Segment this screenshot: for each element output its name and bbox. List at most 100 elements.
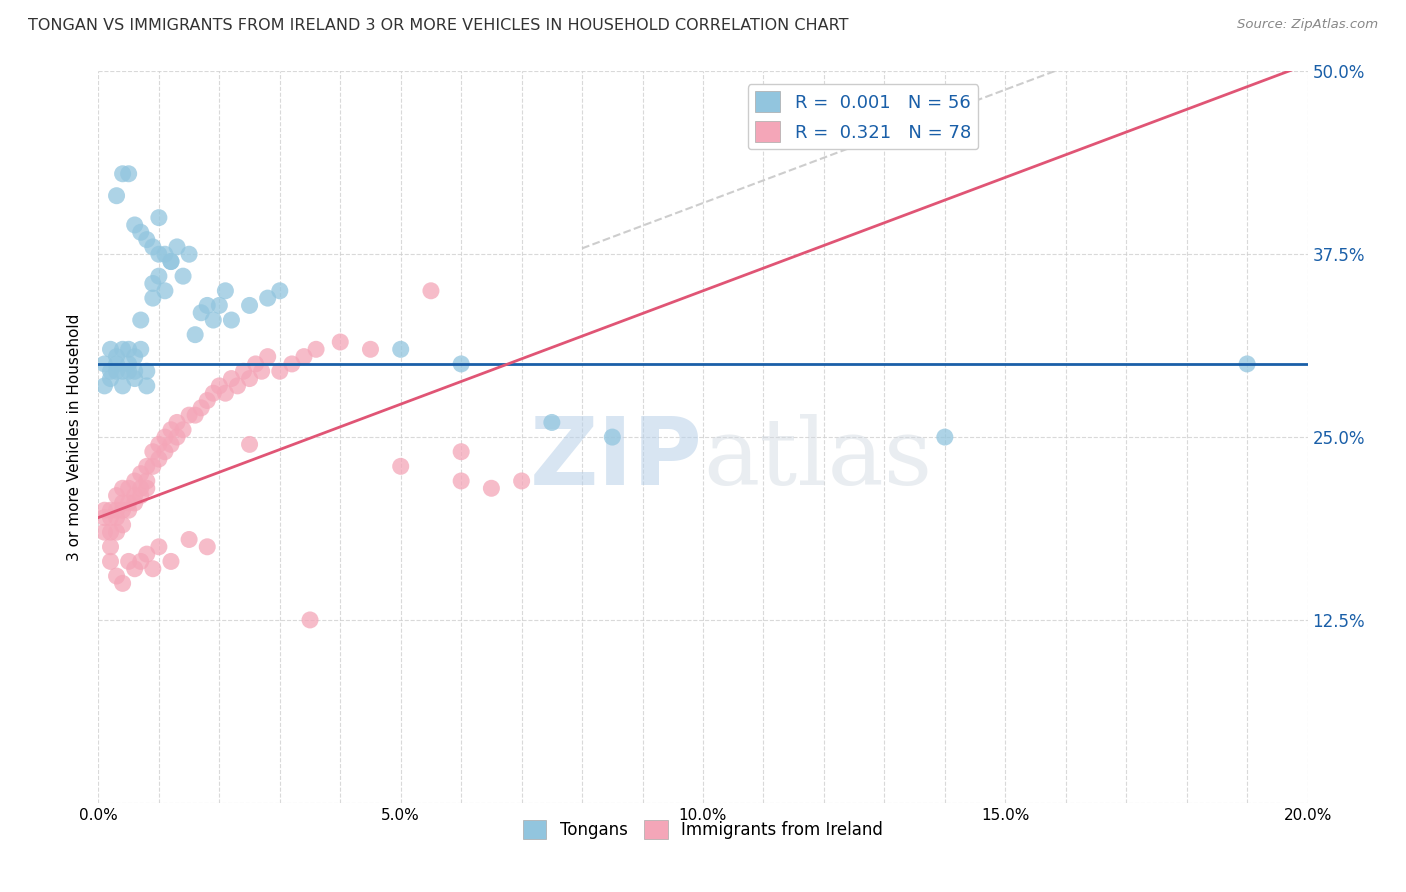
- Point: [195, 298, 218, 312]
- Point: [142, 240, 165, 254]
- Point: [105, 569, 128, 583]
- Point: [105, 188, 128, 202]
- Point: [124, 474, 146, 488]
- Point: [250, 364, 273, 378]
- Point: [93, 503, 115, 517]
- Point: [111, 481, 134, 495]
- Point: [135, 481, 157, 495]
- Point: [214, 386, 236, 401]
- Point: [450, 444, 472, 458]
- Point: [124, 218, 146, 232]
- Point: [208, 298, 231, 312]
- Point: [269, 284, 291, 298]
- Point: [135, 459, 157, 474]
- Point: [184, 327, 207, 342]
- Point: [160, 254, 183, 268]
- Point: [160, 554, 183, 568]
- Point: [208, 379, 231, 393]
- Point: [124, 562, 146, 576]
- Point: [118, 357, 141, 371]
- Point: [389, 343, 412, 357]
- Point: [100, 540, 122, 554]
- Point: [124, 496, 146, 510]
- Point: [93, 379, 115, 393]
- Legend: Tongans, Immigrants from Ireland: Tongans, Immigrants from Ireland: [516, 814, 890, 846]
- Point: [129, 313, 152, 327]
- Point: [226, 379, 249, 393]
- Point: [239, 298, 262, 312]
- Point: [118, 554, 141, 568]
- Point: [232, 364, 254, 378]
- Point: [105, 510, 128, 524]
- Point: [195, 393, 218, 408]
- Point: [124, 350, 146, 364]
- Point: [148, 540, 170, 554]
- Point: [129, 225, 152, 239]
- Point: [129, 554, 152, 568]
- Point: [256, 291, 278, 305]
- Text: TONGAN VS IMMIGRANTS FROM IRELAND 3 OR MORE VEHICLES IN HOUSEHOLD CORRELATION CH: TONGAN VS IMMIGRANTS FROM IRELAND 3 OR M…: [28, 18, 849, 33]
- Point: [450, 357, 472, 371]
- Point: [100, 525, 122, 540]
- Point: [148, 211, 170, 225]
- Point: [129, 467, 152, 481]
- Point: [135, 379, 157, 393]
- Point: [100, 510, 122, 524]
- Point: [153, 284, 176, 298]
- Point: [160, 254, 183, 268]
- Point: [105, 489, 128, 503]
- Point: [389, 459, 412, 474]
- Point: [105, 503, 128, 517]
- Point: [190, 306, 212, 320]
- Point: [118, 364, 141, 378]
- Point: [1236, 357, 1258, 371]
- Point: [142, 277, 165, 291]
- Point: [148, 269, 170, 284]
- Point: [93, 525, 115, 540]
- Point: [510, 474, 533, 488]
- Point: [118, 167, 141, 181]
- Y-axis label: 3 or more Vehicles in Household: 3 or more Vehicles in Household: [67, 313, 83, 561]
- Point: [166, 416, 188, 430]
- Point: [135, 547, 157, 561]
- Point: [239, 437, 262, 451]
- Point: [153, 430, 176, 444]
- Point: [160, 423, 183, 437]
- Point: [184, 408, 207, 422]
- Point: [153, 247, 176, 261]
- Point: [111, 503, 134, 517]
- Point: [160, 437, 183, 451]
- Point: [153, 444, 176, 458]
- Point: [100, 503, 122, 517]
- Point: [195, 540, 218, 554]
- Text: ZIP: ZIP: [530, 413, 703, 505]
- Point: [129, 343, 152, 357]
- Point: [135, 474, 157, 488]
- Point: [100, 343, 122, 357]
- Point: [111, 517, 134, 532]
- Point: [256, 350, 278, 364]
- Point: [540, 416, 562, 430]
- Point: [135, 364, 157, 378]
- Point: [179, 533, 201, 547]
- Point: [299, 613, 322, 627]
- Point: [329, 334, 352, 349]
- Text: atlas: atlas: [703, 414, 932, 504]
- Point: [239, 371, 262, 385]
- Point: [360, 343, 382, 357]
- Point: [118, 496, 141, 510]
- Point: [100, 554, 122, 568]
- Point: [481, 481, 503, 495]
- Point: [93, 510, 115, 524]
- Point: [202, 386, 225, 401]
- Point: [100, 364, 122, 378]
- Point: [129, 481, 152, 495]
- Point: [111, 576, 134, 591]
- Point: [281, 357, 304, 371]
- Point: [190, 401, 212, 415]
- Point: [934, 430, 956, 444]
- Point: [602, 430, 624, 444]
- Point: [105, 364, 128, 378]
- Point: [135, 233, 157, 247]
- Point: [269, 364, 291, 378]
